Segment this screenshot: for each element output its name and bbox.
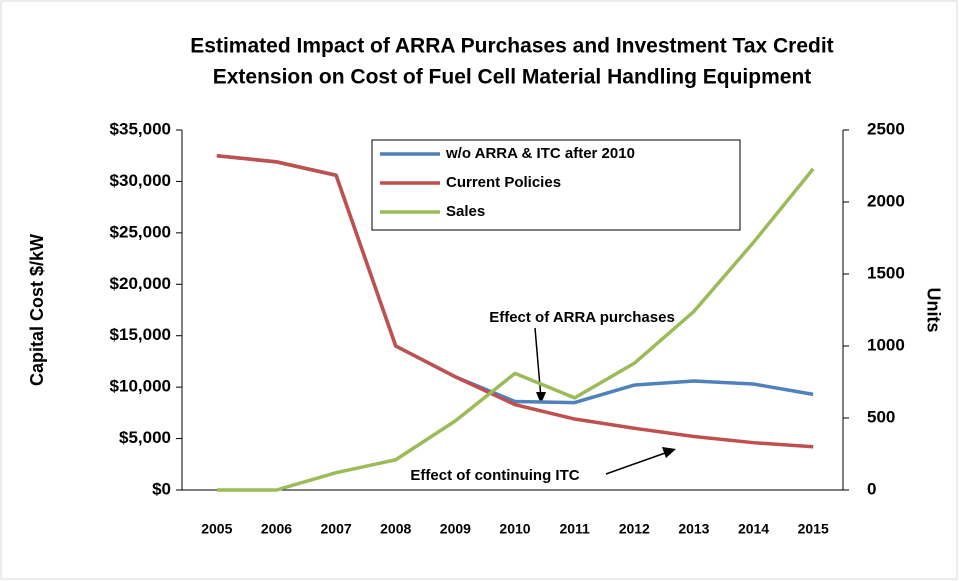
y2-tick-label: 2500 xyxy=(867,119,905,138)
annotation: Effect of continuing ITC xyxy=(410,467,579,484)
x-tick-label: 2010 xyxy=(499,521,530,537)
legend-label: Sales xyxy=(446,203,485,220)
chart-title: Estimated Impact of ARRA Purchases and I… xyxy=(190,35,833,58)
x-tick-label: 2006 xyxy=(261,521,292,537)
annotation-arrow xyxy=(534,327,542,399)
y-tick-label: $20,000 xyxy=(110,274,171,293)
y2-tick-label: 0 xyxy=(867,479,876,498)
y-axis-label: Capital Cost $/kW xyxy=(27,234,47,386)
legend-label: Current Policies xyxy=(446,174,561,191)
x-tick-label: 2013 xyxy=(678,521,709,537)
y-tick-label: $5,000 xyxy=(119,428,171,447)
x-tick-label: 2005 xyxy=(201,521,232,537)
y-tick-label: $15,000 xyxy=(110,325,171,344)
annotation-arrow xyxy=(605,451,669,475)
chart-title: Extension on Cost of Fuel Cell Material … xyxy=(213,66,812,89)
x-tick-label: 2009 xyxy=(440,521,471,537)
y2-tick-label: 1500 xyxy=(867,263,905,282)
x-tick-label: 2014 xyxy=(738,521,769,537)
x-tick-label: 2015 xyxy=(798,521,829,537)
y-tick-label: $10,000 xyxy=(110,377,171,396)
y2-tick-label: 500 xyxy=(867,407,895,426)
line-series xyxy=(216,153,814,449)
annotation-arrowhead xyxy=(662,447,676,458)
x-tick-label: 2011 xyxy=(559,521,590,537)
annotation-arrowhead xyxy=(536,392,546,404)
legend-label: w/o ARRA & ITC after 2010 xyxy=(445,145,635,162)
line-series xyxy=(216,167,815,492)
y-tick-label: $0 xyxy=(152,479,171,498)
y2-axis-label: Units xyxy=(923,288,943,333)
y-tick-label: $25,000 xyxy=(110,222,171,241)
x-tick-label: 2012 xyxy=(619,521,650,537)
y2-tick-label: 1000 xyxy=(867,335,905,354)
y2-tick-label: 2000 xyxy=(867,191,905,210)
x-tick-label: 2007 xyxy=(321,521,352,537)
y-tick-label: $30,000 xyxy=(110,171,171,190)
annotation: Effect of ARRA purchases xyxy=(489,309,675,326)
y-tick-label: $35,000 xyxy=(110,119,171,138)
x-tick-label: 2008 xyxy=(380,521,411,537)
